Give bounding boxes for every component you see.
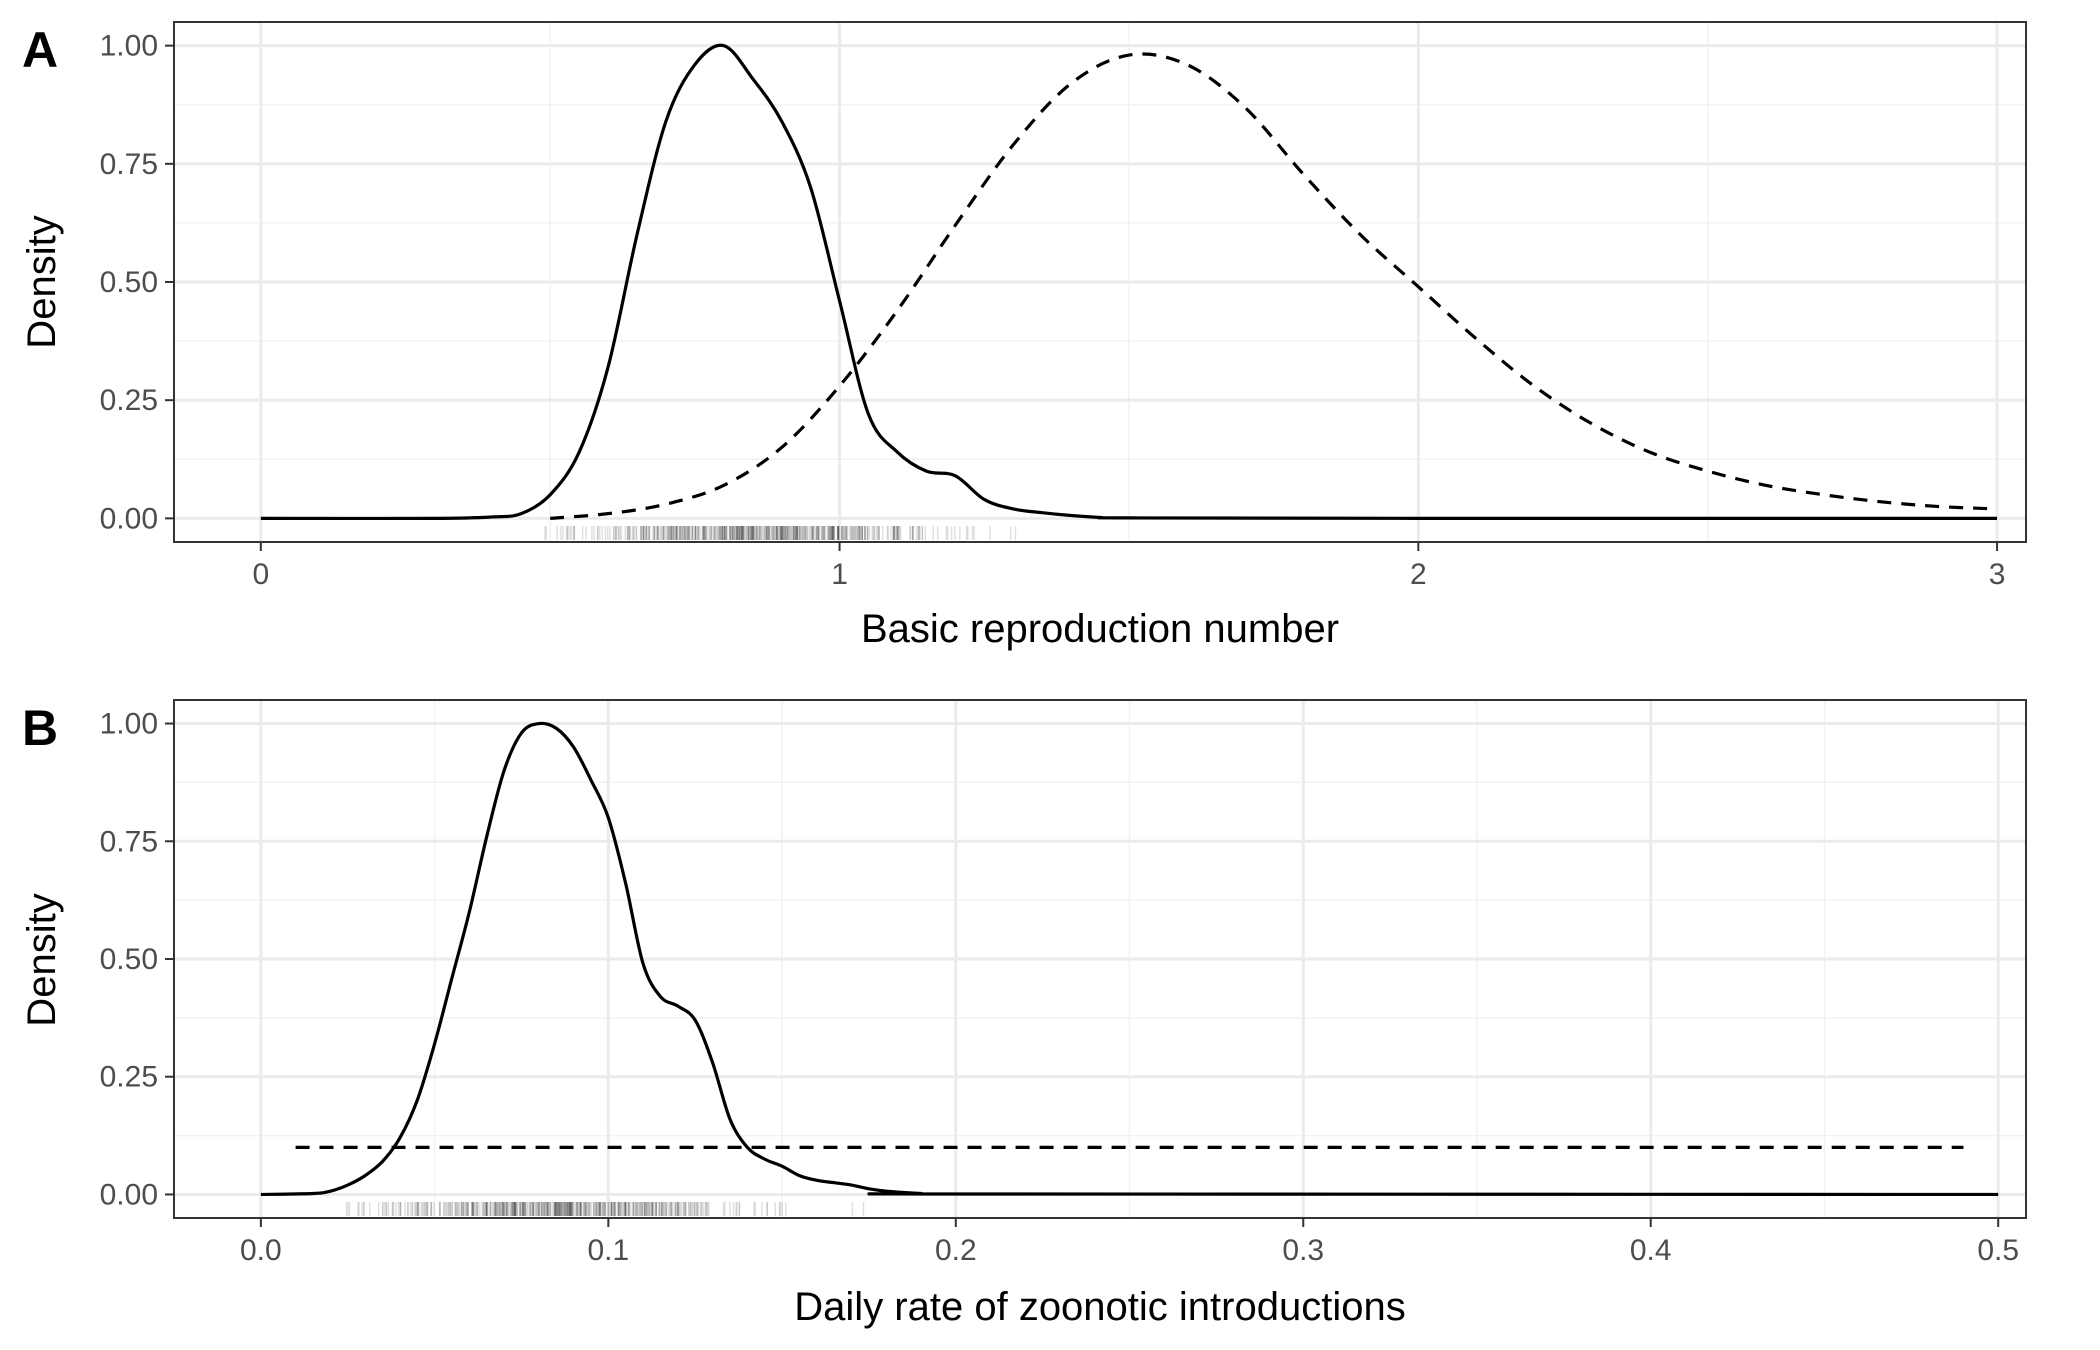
panel-a-y-tick-label: 0.75 — [100, 148, 158, 181]
panel-b-major-gridlines — [174, 700, 2026, 1218]
panel-b-x-axis: 0.0 0.1 0.2 0.3 0.4 0.5 — [240, 1218, 2019, 1267]
panel-a-rug — [544, 526, 1017, 540]
panel-b-x-tick-label: 0.3 — [1282, 1234, 1324, 1267]
panel-a-x-tick-label: 2 — [1410, 558, 1427, 591]
panel-b-y-tick-label: 0.75 — [100, 825, 158, 858]
panel-a-y-tick-label: 0.00 — [100, 502, 158, 535]
panel-b-y-tick-label: 0.00 — [100, 1178, 158, 1211]
panel-b-y-tick-label: 0.50 — [100, 943, 158, 976]
panel-a-series — [260, 43, 1998, 521]
panel-a-y-axis: 0.00 0.25 0.50 0.75 1.00 — [100, 30, 174, 535]
panel-a-x-tick-label: 1 — [831, 558, 848, 591]
panel-b-x-axis-title: Daily rate of zoonotic introductions — [794, 1285, 1405, 1329]
panel-a-y-tick-label: 1.00 — [100, 30, 158, 63]
panel-b-y-axis: 0.00 0.25 0.50 0.75 1.00 — [100, 708, 174, 1211]
panel-a-posterior-density-line — [260, 43, 1998, 521]
panel-b-posterior-density-line — [260, 721, 1999, 1197]
panel-b-tag: B — [22, 700, 58, 756]
panel-a-y-tick-label: 0.50 — [100, 266, 158, 299]
panel-b-x-tick-label: 0.2 — [935, 1234, 977, 1267]
panel-b-x-tick-label: 0.4 — [1630, 1234, 1672, 1267]
panel-a-minor-gridlines — [174, 22, 2026, 542]
panel-a-tag: A — [22, 22, 58, 78]
panel-a: 0 1 2 3 0.00 0.25 0.50 0.75 1.00 Basic reproduc… — [20, 21, 2027, 651]
panel-b-x-tick-label: 0.1 — [587, 1234, 629, 1267]
panel-b-x-tick-label: 0.5 — [1977, 1234, 2019, 1267]
panel-a-x-tick-label: 0 — [252, 558, 269, 591]
panel-a-x-tick-label: 3 — [1989, 558, 2006, 591]
panel-b-y-tick-label: 1.00 — [100, 708, 158, 741]
panel-b-rug — [345, 1202, 865, 1216]
panel-a-y-tick-label: 0.25 — [100, 384, 158, 417]
panel-b-y-axis-title: Density — [20, 893, 64, 1026]
panel-a-prior-dashed-line — [550, 52, 1998, 520]
panel-b-series — [260, 721, 1999, 1197]
panel-a-y-axis-title: Density — [20, 215, 64, 348]
panel-b-y-tick-label: 0.25 — [100, 1061, 158, 1094]
panel-b-x-tick-label: 0.0 — [240, 1234, 282, 1267]
panel-a-x-axis-title: Basic reproduction number — [861, 607, 1339, 651]
panel-a-x-axis: 0 1 2 3 — [252, 542, 2005, 591]
panel-b: 0.0 0.1 0.2 0.3 0.4 0.5 0.000.250.500.751.00 … — [20, 699, 2027, 1329]
